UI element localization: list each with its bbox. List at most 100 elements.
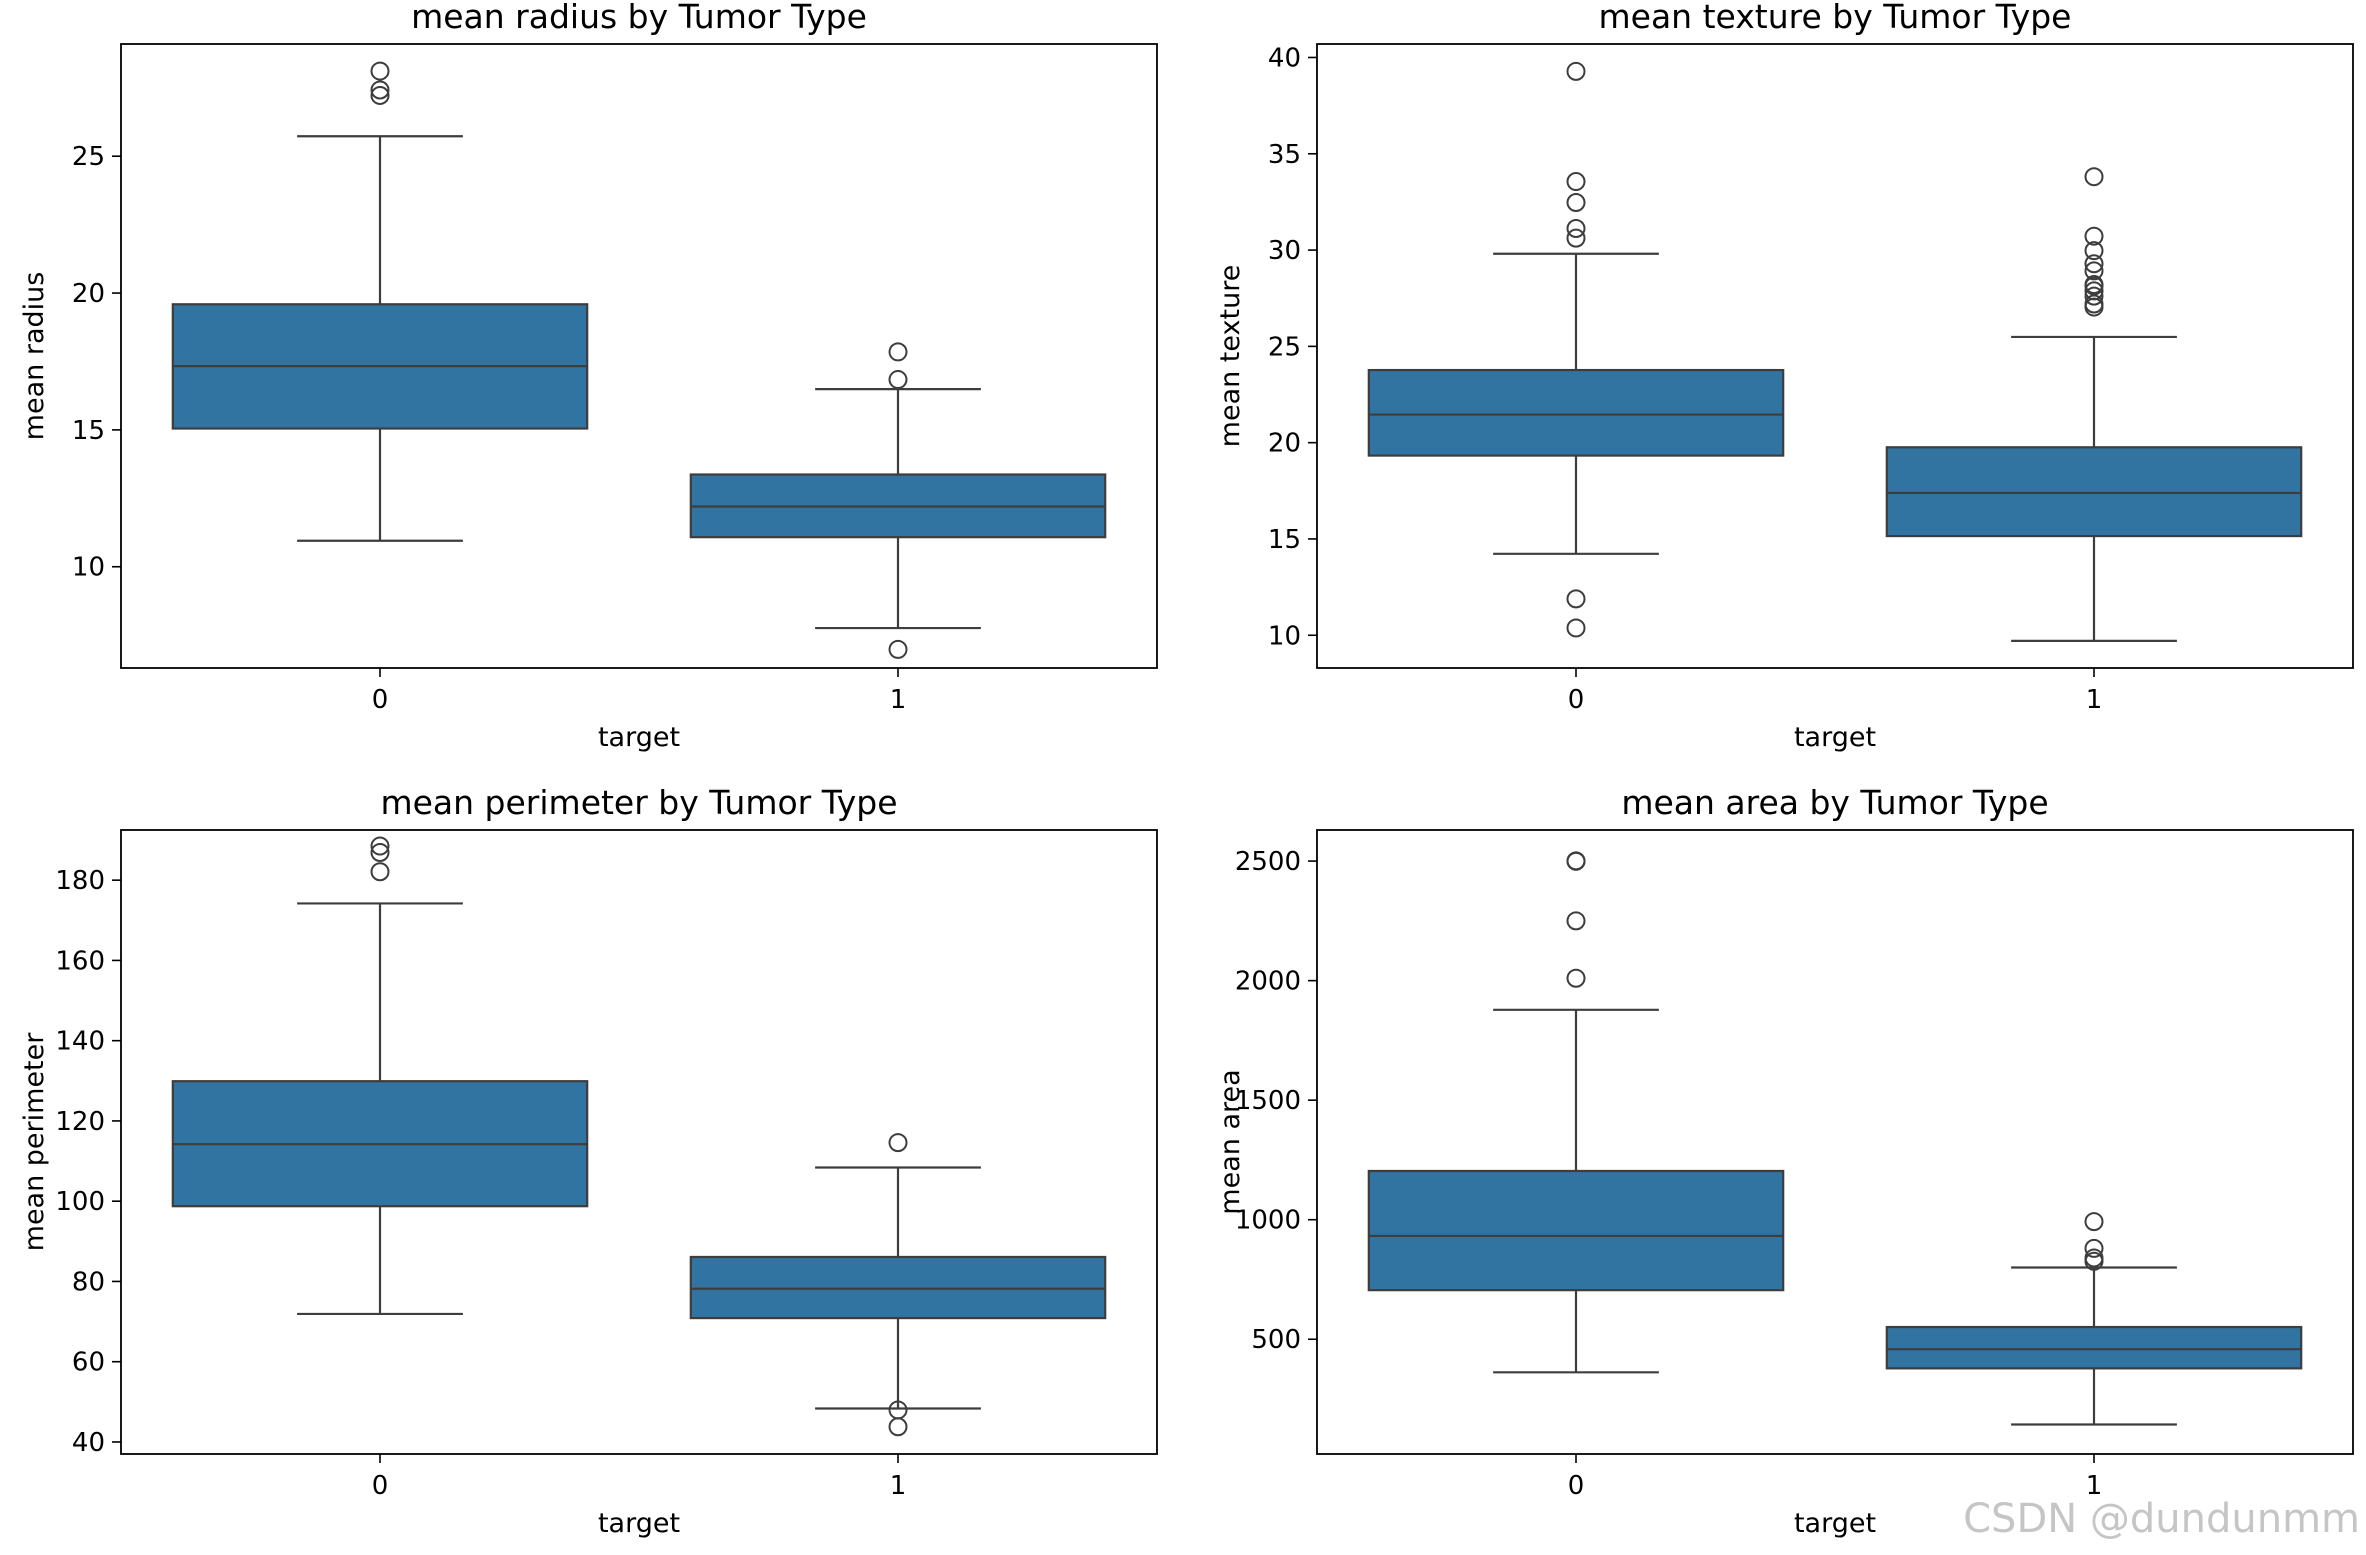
outlier-point xyxy=(1566,618,1586,638)
outlier-point xyxy=(2084,261,2104,281)
outlier-point xyxy=(2084,286,2104,306)
outlier-point xyxy=(1566,193,1586,213)
y-tick-label: 15 xyxy=(72,416,105,446)
iqr-box xyxy=(689,1255,1107,1320)
y-axis-label: mean perimeter xyxy=(19,1032,50,1252)
y-tick-label: 10 xyxy=(72,553,105,583)
x-tick-label: 0 xyxy=(372,685,389,715)
y-tick-label: 25 xyxy=(72,142,105,172)
outlier-point xyxy=(1566,228,1586,248)
x-axis-label: target xyxy=(1794,722,1876,753)
iqr-box xyxy=(1367,1169,1785,1292)
outlier-point xyxy=(370,61,390,81)
outlier-point xyxy=(2084,226,2104,246)
y-tick-label: 10 xyxy=(1268,621,1301,651)
y-tick-label: 1000 xyxy=(1235,1206,1301,1236)
box-group-0 xyxy=(171,61,589,542)
y-axis-label: mean texture xyxy=(1215,265,1246,448)
outlier-point xyxy=(1566,968,1586,988)
box-group-1 xyxy=(1885,167,2303,642)
outlier-point xyxy=(888,639,908,659)
outlier-point xyxy=(1566,911,1586,931)
chart-title: mean area by Tumor Type xyxy=(1621,783,2048,822)
iqr-box xyxy=(1367,368,1785,457)
y-tick-label: 180 xyxy=(55,866,105,896)
y-tick-label: 2500 xyxy=(1235,847,1301,877)
y-tick-label: 25 xyxy=(1268,332,1301,362)
outlier-point xyxy=(2084,167,2104,187)
outlier-point xyxy=(1566,589,1586,609)
outlier-point xyxy=(888,342,908,362)
chart-title: mean perimeter by Tumor Type xyxy=(380,783,897,822)
y-tick-label: 20 xyxy=(72,279,105,309)
subplot-2: mean texture by Tumor Type mean texture ta… xyxy=(1215,0,2354,753)
y-tick-label: 15 xyxy=(1268,525,1301,555)
outlier-point xyxy=(370,80,390,100)
box-group-1 xyxy=(689,1133,1107,1437)
y-tick-label: 2000 xyxy=(1235,967,1301,997)
outlier-point xyxy=(2084,281,2104,301)
outlier-point xyxy=(370,842,390,862)
x-axis-label: target xyxy=(598,1508,680,1539)
outlier-point xyxy=(1566,851,1586,871)
subplot-3: mean perimeter by Tumor Type mean perimet… xyxy=(19,783,1158,1539)
y-axis-label: mean area xyxy=(1215,1069,1246,1214)
box-group-1 xyxy=(689,342,1107,659)
outlier-point xyxy=(2084,1212,2104,1232)
axes-frame xyxy=(1316,43,2354,669)
outlier-point xyxy=(370,85,390,105)
y-tick-label: 35 xyxy=(1268,140,1301,170)
chart-title: mean radius by Tumor Type xyxy=(411,0,867,36)
outlier-point xyxy=(2084,1238,2104,1258)
box-group-0 xyxy=(1367,61,1785,638)
x-tick-label: 1 xyxy=(890,1471,907,1501)
outlier-point xyxy=(2084,1248,2104,1268)
outlier-point xyxy=(888,370,908,390)
outlier-point xyxy=(1566,61,1586,81)
outlier-point xyxy=(1566,172,1586,192)
y-tick-label: 30 xyxy=(1268,236,1301,266)
outlier-point xyxy=(370,862,390,882)
box-group-1 xyxy=(1885,1212,2303,1426)
box-group-0 xyxy=(171,836,589,1316)
axes-frame xyxy=(120,829,1158,1455)
x-tick-label: 0 xyxy=(372,1471,389,1501)
y-axis-label: mean radius xyxy=(19,272,50,441)
iqr-box xyxy=(1885,446,2303,538)
x-tick-label: 0 xyxy=(1568,1471,1585,1501)
x-axis-label: target xyxy=(1794,1508,1876,1539)
outlier-point xyxy=(2084,241,2104,261)
iqr-box xyxy=(1885,1325,2303,1370)
outlier-point xyxy=(1566,219,1586,239)
y-tick-label: 20 xyxy=(1268,429,1301,459)
outlier-point xyxy=(888,1133,908,1153)
outlier-point xyxy=(370,836,390,856)
y-tick-label: 140 xyxy=(55,1027,105,1057)
y-tick-label: 1500 xyxy=(1235,1086,1301,1116)
y-tick-label: 40 xyxy=(1268,43,1301,73)
y-tick-label: 60 xyxy=(72,1348,105,1378)
outlier-point xyxy=(2084,275,2104,295)
x-tick-label: 1 xyxy=(2086,1471,2103,1501)
subplot-1: mean radius by Tumor Type mean radius targ… xyxy=(19,0,1158,753)
y-tick-label: 160 xyxy=(55,946,105,976)
axes-frame xyxy=(1316,829,2354,1455)
outlier-point xyxy=(888,1400,908,1420)
y-tick-label: 80 xyxy=(72,1267,105,1297)
chart-title: mean texture by Tumor Type xyxy=(1599,0,2072,36)
axes-frame xyxy=(120,43,1158,669)
y-tick-label: 500 xyxy=(1251,1325,1301,1355)
x-tick-label: 1 xyxy=(2086,685,2103,715)
outlier-point xyxy=(888,1417,908,1437)
outlier-point xyxy=(2084,254,2104,274)
watermark: CSDN @dundunmm xyxy=(1963,1496,2360,1542)
y-tick-label: 40 xyxy=(72,1428,105,1458)
x-tick-label: 0 xyxy=(1568,685,1585,715)
y-tick-label: 120 xyxy=(55,1107,105,1137)
y-tick-label: 100 xyxy=(55,1187,105,1217)
outlier-point xyxy=(2084,294,2104,314)
box-group-0 xyxy=(1367,851,1785,1374)
x-axis-label: target xyxy=(598,722,680,753)
